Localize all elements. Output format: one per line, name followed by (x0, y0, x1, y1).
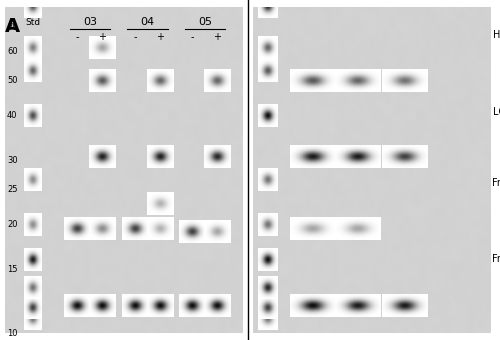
Text: 05: 05 (398, 17, 412, 27)
Text: 03: 03 (83, 17, 97, 27)
Text: -: - (191, 33, 194, 42)
Text: 03: 03 (306, 17, 320, 27)
Text: 05: 05 (198, 17, 212, 27)
Text: -: - (76, 33, 79, 42)
Text: 20: 20 (7, 220, 18, 229)
Text: B: B (255, 17, 270, 36)
Text: -: - (133, 33, 137, 42)
Text: 04: 04 (350, 17, 364, 27)
Text: +: + (156, 33, 164, 42)
Text: +: + (214, 33, 222, 42)
Text: 40: 40 (7, 111, 18, 120)
Text: Frag 2: Frag 2 (492, 254, 500, 265)
Text: HC: HC (492, 30, 500, 40)
Text: 04: 04 (140, 17, 154, 27)
Text: 50: 50 (7, 76, 18, 85)
Text: 70: 70 (7, 23, 18, 32)
Text: 25: 25 (7, 185, 18, 194)
Text: Std: Std (25, 18, 40, 27)
Text: 60: 60 (7, 48, 18, 56)
Text: +: + (98, 33, 106, 42)
Text: 30: 30 (7, 156, 18, 165)
Text: 10: 10 (7, 329, 18, 338)
Text: Frag 1: Frag 1 (492, 178, 500, 188)
Text: 15: 15 (7, 265, 18, 274)
Text: LC: LC (492, 107, 500, 117)
Text: A: A (5, 17, 20, 36)
